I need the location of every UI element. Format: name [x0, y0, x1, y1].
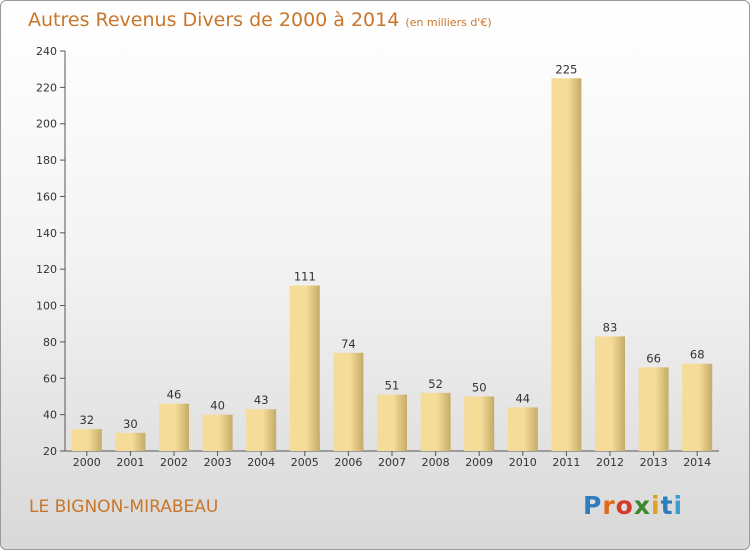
bar [115, 432, 146, 451]
x-tick-label: 2007 [378, 456, 406, 469]
x-tick-label: 2013 [640, 456, 668, 469]
x-tick-label: 2002 [160, 456, 188, 469]
data-label: 43 [254, 393, 269, 407]
bar [595, 336, 625, 451]
logo-letter: P [583, 491, 603, 520]
data-label: 52 [428, 377, 443, 391]
bar [71, 429, 102, 451]
y-tick-label: 80 [43, 336, 57, 349]
x-tick-label: 2014 [683, 456, 711, 469]
logo-letter: r [602, 491, 616, 520]
bar [551, 78, 582, 451]
data-label: 44 [515, 391, 530, 405]
commune-name: LE BIGNON-MIRABEAU [29, 497, 219, 517]
data-label: 111 [294, 270, 316, 284]
bar [377, 394, 407, 451]
x-tick-label: 2000 [73, 456, 101, 469]
logo-letter: x [633, 491, 651, 520]
x-tick-label: 2008 [422, 456, 450, 469]
data-label: 83 [603, 320, 618, 334]
bar [159, 403, 189, 451]
data-label: 225 [555, 62, 577, 76]
data-label: 40 [210, 399, 225, 413]
bar [638, 367, 669, 451]
x-tick-label: 2009 [465, 456, 493, 469]
x-tick-label: 2004 [247, 456, 275, 469]
y-tick-label: 100 [36, 300, 57, 313]
y-tick-label: 180 [36, 154, 57, 167]
bar [464, 396, 495, 451]
data-label: 74 [341, 337, 356, 351]
x-tick-label: 2003 [204, 456, 232, 469]
logo-letter: i [673, 491, 684, 520]
y-tick-label: 220 [36, 81, 57, 94]
x-tick-label: 2010 [509, 456, 537, 469]
y-tick-label: 200 [36, 118, 57, 131]
x-tick-label: 2011 [552, 456, 580, 469]
x-tick-label: 2001 [116, 456, 144, 469]
bar [507, 407, 538, 451]
data-label: 51 [385, 379, 400, 393]
bar [289, 285, 320, 451]
x-tick-label: 2012 [596, 456, 624, 469]
data-label: 50 [472, 380, 487, 394]
y-tick-label: 160 [36, 190, 57, 203]
x-tick-label: 2005 [291, 456, 319, 469]
data-label: 30 [123, 417, 138, 431]
data-label: 66 [646, 351, 661, 365]
y-tick-label: 240 [36, 45, 57, 58]
data-label: 46 [167, 388, 182, 402]
bar [202, 414, 233, 451]
x-tick-label: 2006 [334, 456, 362, 469]
bar [246, 409, 277, 451]
logo-letter: o [615, 491, 634, 520]
data-label: 32 [79, 413, 94, 427]
y-tick-label: 40 [43, 409, 57, 422]
y-tick-label: 60 [43, 372, 57, 385]
logo-letter: i [651, 491, 661, 520]
y-tick-label: 120 [36, 263, 57, 276]
data-label: 68 [690, 348, 705, 362]
bar [420, 392, 451, 451]
bar [682, 363, 713, 451]
chart-title: Autres Revenus Divers de 2000 à 2014 (en … [28, 9, 492, 31]
proxiti-logo: Proxiti [583, 491, 683, 520]
bar [333, 352, 364, 451]
y-tick-label: 140 [36, 227, 57, 240]
logo-letter: t [660, 491, 674, 520]
y-tick-label: 20 [43, 445, 57, 458]
chart-unit: (en milliers d'€) [405, 16, 492, 29]
chart-title-text: Autres Revenus Divers de 2000 à 2014 [28, 9, 400, 31]
